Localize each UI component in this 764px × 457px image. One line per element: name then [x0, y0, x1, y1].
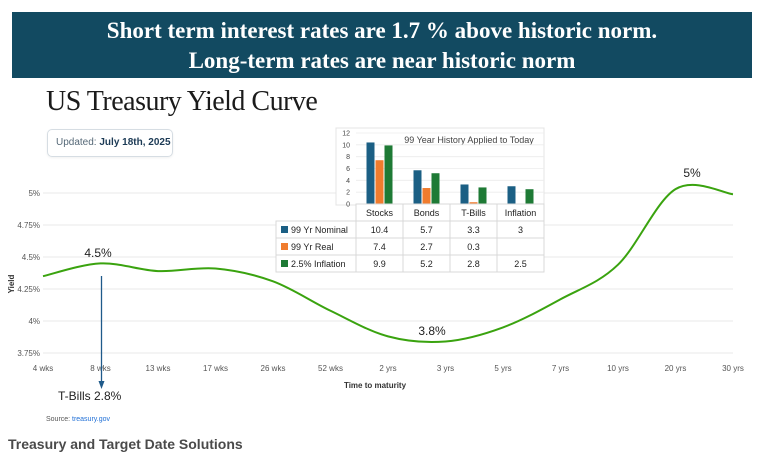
- table-cell-value: 2.8: [467, 259, 480, 269]
- table-cell-value: 7.4: [373, 242, 386, 252]
- updated-date: July 18th, 2025: [99, 137, 171, 148]
- legend-swatch: [281, 243, 288, 250]
- inset-y-tick-label: 8: [346, 154, 350, 161]
- table-cell-value: 3: [518, 225, 523, 235]
- inset-bar: [525, 189, 534, 204]
- x-tick-label: 7 yrs: [552, 364, 569, 373]
- x-tick-label: 3 yrs: [437, 364, 454, 373]
- x-tick-label: 52 wks: [318, 364, 343, 373]
- inset-y-tick-label: 2: [346, 190, 350, 197]
- inset-bars: [366, 142, 534, 204]
- inset-bar: [431, 173, 440, 204]
- x-tick-label: 10 yrs: [607, 364, 629, 373]
- headline-line-1: Short term interest rates are 1.7 % abov…: [106, 18, 658, 43]
- table-cell-value: 5.7: [420, 225, 433, 235]
- table-cell-value: 2.5: [514, 259, 527, 269]
- inset-bar: [384, 145, 393, 204]
- x-tick-label: 30 yrs: [722, 364, 744, 373]
- inset-y-tick-label: 6: [346, 166, 350, 173]
- table-cell-value: 0.3: [467, 242, 480, 252]
- inset-bar: [413, 170, 422, 204]
- annotation-t-bills: T-Bills 2.8%: [58, 389, 122, 403]
- source-link[interactable]: treasury.gov: [72, 416, 110, 423]
- x-tick-label: 20 yrs: [665, 364, 687, 373]
- legend-label: 2.5% Inflation: [291, 259, 346, 269]
- legend-label: 99 Yr Real: [291, 242, 333, 252]
- annotation-3-8-percent: 3.8%: [418, 324, 446, 338]
- annotation-5-percent: 5%: [683, 166, 701, 180]
- tbill-arrow: [98, 276, 105, 389]
- inset-bar: [375, 160, 384, 204]
- y-tick-label: 4.5%: [22, 253, 40, 262]
- inset-y-tick-labels: 0 2 4 6 8 10 12: [342, 131, 350, 209]
- inset-data-table: Stocks Bonds T-Bills Inflation 99 Yr Nominal…: [275, 203, 545, 273]
- x-tick-label: 8 wks: [90, 364, 110, 373]
- inset-y-tick-label: 4: [346, 178, 350, 185]
- x-tick-label: 17 wks: [203, 364, 228, 373]
- inset-bar: [478, 187, 487, 204]
- inset-chart-title: 99 Year History Applied to Today: [404, 135, 534, 145]
- table-cell-value: 10.4: [371, 225, 389, 235]
- table-header-label: Inflation: [505, 208, 537, 218]
- inset-bar: [422, 188, 431, 204]
- source-label: Source:: [46, 416, 70, 423]
- inset-bar: [460, 184, 469, 204]
- x-tick-labels: 4 wks 8 wks 13 wks 17 wks 26 wks 52 wks 2 yrs 3…: [33, 364, 744, 373]
- y-tick-label: 4.25%: [17, 285, 40, 294]
- table-header-label: Stocks: [366, 208, 394, 218]
- updated-badge: Updated: July 18th, 2025: [47, 129, 173, 157]
- legend-swatch: [281, 260, 288, 267]
- y-tick-labels: 3.75% 4% 4.25% 4.5% 4.75% 5%: [17, 189, 40, 358]
- page-title: US Treasury Yield Curve: [46, 86, 318, 117]
- inset-bar: [469, 202, 478, 204]
- inset-y-tick-label: 12: [342, 131, 350, 138]
- headline-line-2: Long-term rates are near historic norm: [188, 48, 576, 73]
- table-cell-value: 5.2: [420, 259, 433, 269]
- x-axis-title: Time to maturity: [344, 381, 407, 390]
- y-tick-label: 3.75%: [17, 349, 40, 358]
- inset-y-tick-label: 10: [342, 142, 350, 149]
- headline-banner: Short term interest rates are 1.7 % abov…: [12, 12, 752, 78]
- y-tick-label: 5%: [28, 189, 40, 198]
- x-tick-label: 26 wks: [261, 364, 286, 373]
- y-tick-label: 4%: [28, 317, 40, 326]
- y-axis-title: Yield: [7, 274, 16, 293]
- x-tick-label: 5 yrs: [494, 364, 511, 373]
- inset-bar: [366, 142, 375, 204]
- legend-swatch: [281, 226, 288, 233]
- updated-label: Updated:: [56, 137, 97, 148]
- inset-bar: [507, 186, 516, 204]
- table-cell: [496, 254, 545, 273]
- x-tick-label: 2 yrs: [379, 364, 396, 373]
- table-cell-value: 3.3: [467, 225, 480, 235]
- y-tick-label: 4.75%: [17, 221, 40, 230]
- inset-y-tick-label: 0: [346, 202, 350, 209]
- x-tick-label: 4 wks: [33, 364, 53, 373]
- annotation-4-5-percent: 4.5%: [84, 246, 112, 260]
- footer-title: Treasury and Target Date Solutions: [8, 436, 243, 452]
- arrow-head: [98, 381, 105, 389]
- x-tick-label: 13 wks: [146, 364, 171, 373]
- legend-label: 99 Yr Nominal: [291, 225, 348, 235]
- yield-curve-line: [42, 183, 734, 344]
- table-header-label: T-Bills: [461, 208, 486, 218]
- table-cell: [496, 237, 545, 256]
- table-header-label: Bonds: [414, 208, 440, 218]
- table-cell-value: 2.7: [420, 242, 433, 252]
- table-cell-value: 9.9: [373, 259, 386, 269]
